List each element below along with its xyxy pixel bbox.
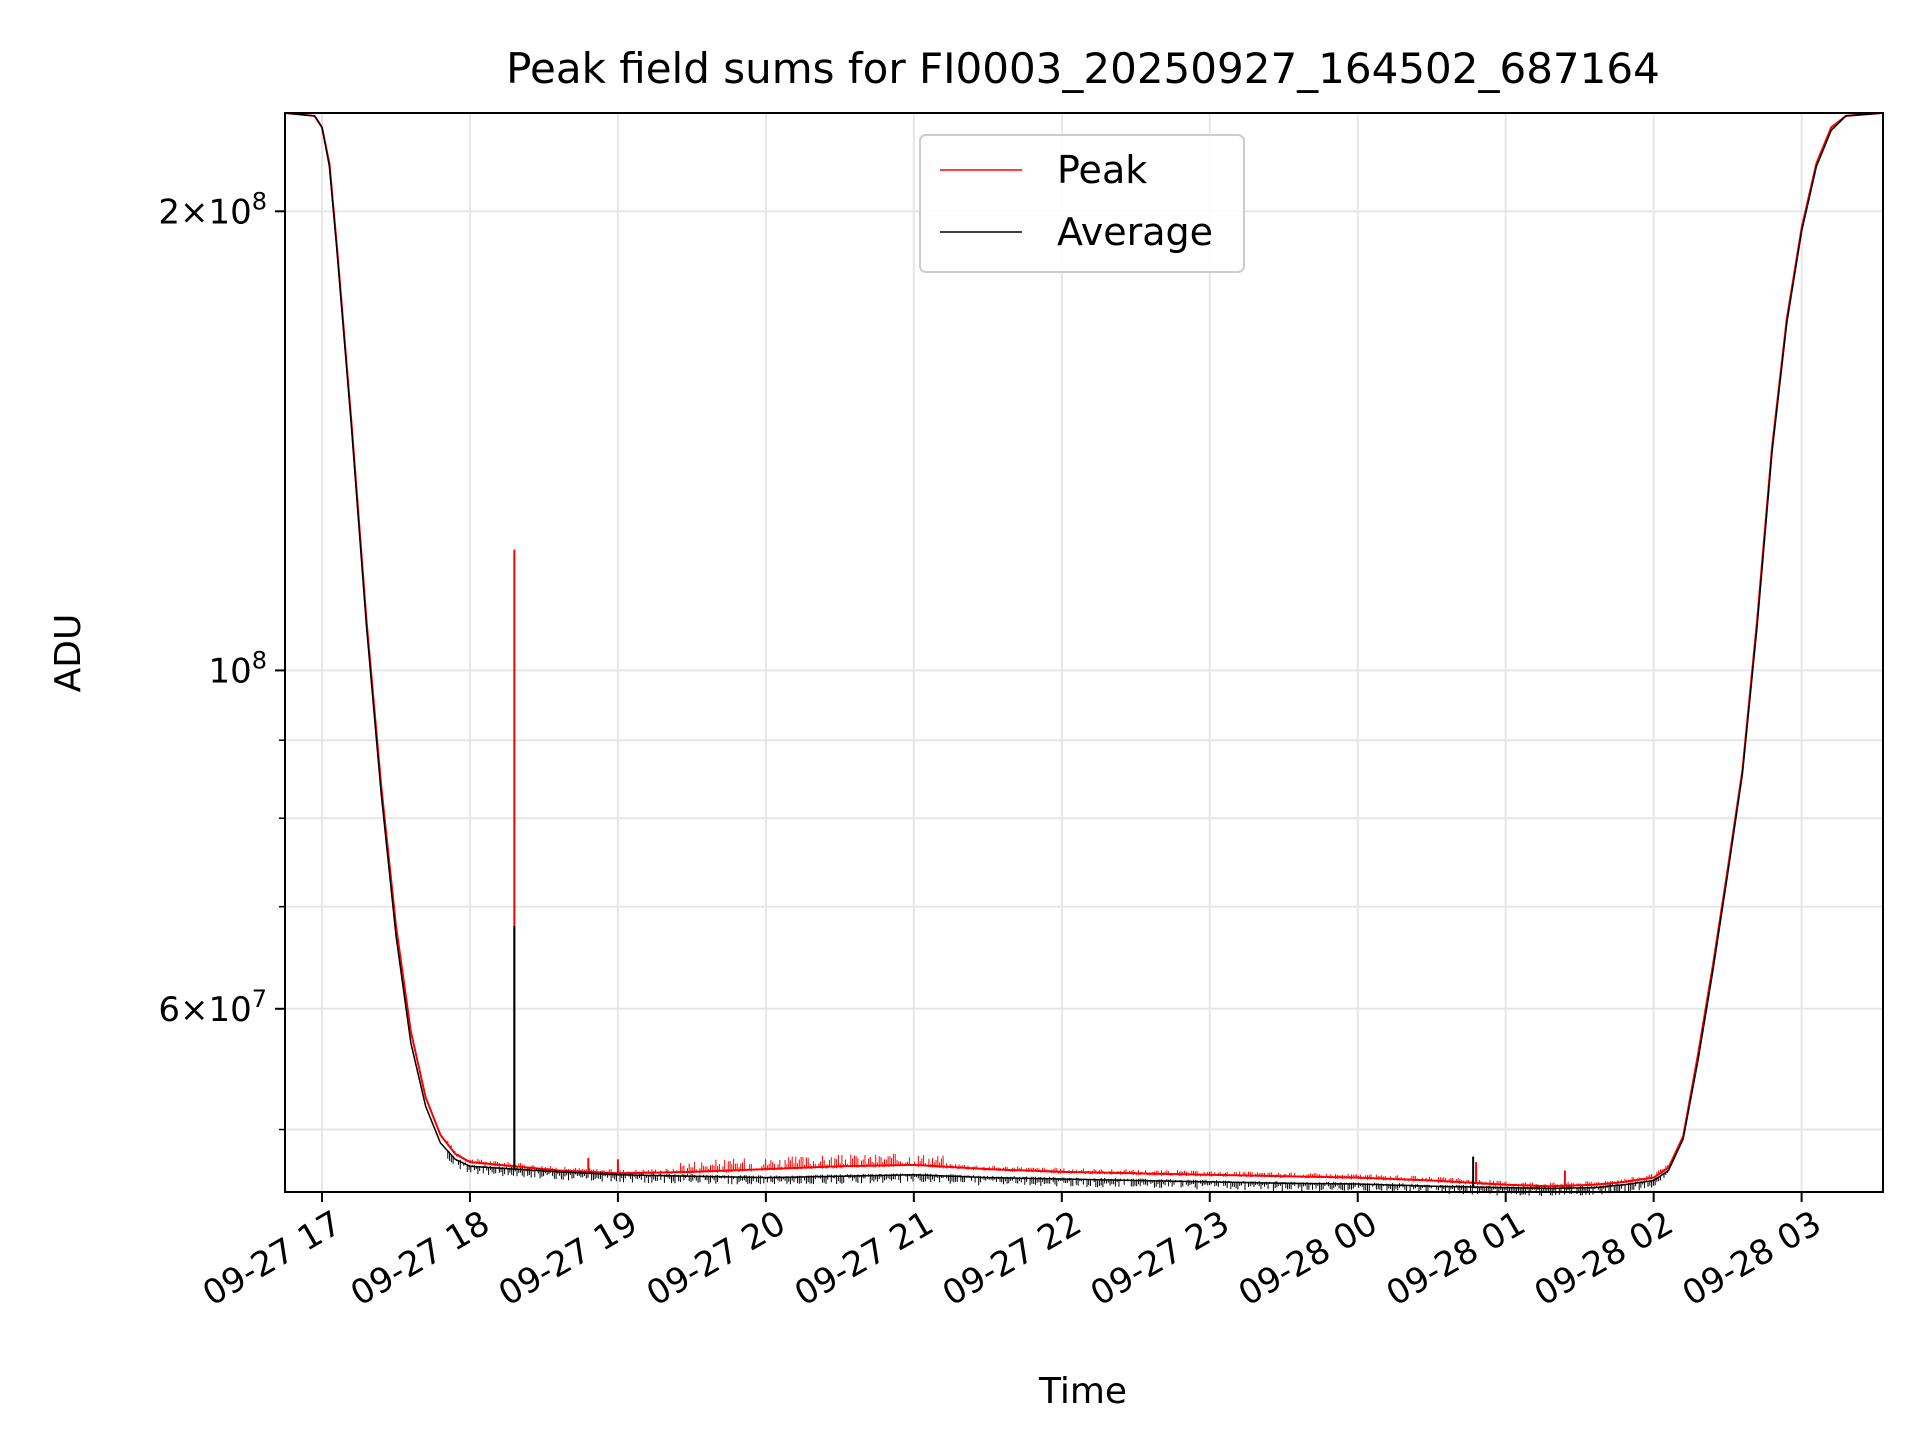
legend: Peak Average xyxy=(919,134,1245,273)
legend-label-peak: Peak xyxy=(1057,148,1147,192)
chart-title: Peak field sums for FI0003_20250927_1645… xyxy=(506,44,1660,93)
y-tick-base: 10 xyxy=(208,990,251,1030)
y-tick-mantissa: 2 xyxy=(158,192,180,232)
y-tick-mantissa: 6 xyxy=(158,990,180,1030)
y-tick-base: 10 xyxy=(208,192,251,232)
plot-frame xyxy=(284,112,1884,1193)
grid-layer xyxy=(285,113,1883,1192)
series-layer xyxy=(284,112,1884,1196)
y-axis-label: ADU xyxy=(48,614,89,693)
series-noise-average xyxy=(447,1150,1669,1196)
y-tick-times: × xyxy=(180,192,209,232)
y-tick-exponent: 7 xyxy=(252,985,267,1013)
series-line-average xyxy=(284,112,1884,1190)
y-tick-base: 10 xyxy=(208,651,251,691)
y-tick-exponent: 8 xyxy=(252,187,267,215)
y-tick-exponent: 8 xyxy=(252,646,267,674)
y-tick-label: 2×108 xyxy=(158,187,267,232)
series-noise-peak xyxy=(447,1140,1669,1188)
y-tick-label: 6×107 xyxy=(158,985,267,1030)
y-tick-label: 108 xyxy=(208,646,267,691)
x-axis-label: Time xyxy=(1038,1371,1127,1412)
legend-label-average: Average xyxy=(1057,210,1213,254)
y-tick-times: × xyxy=(180,990,209,1030)
